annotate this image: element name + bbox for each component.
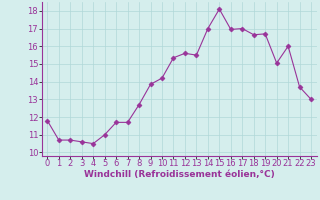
X-axis label: Windchill (Refroidissement éolien,°C): Windchill (Refroidissement éolien,°C) — [84, 170, 275, 179]
